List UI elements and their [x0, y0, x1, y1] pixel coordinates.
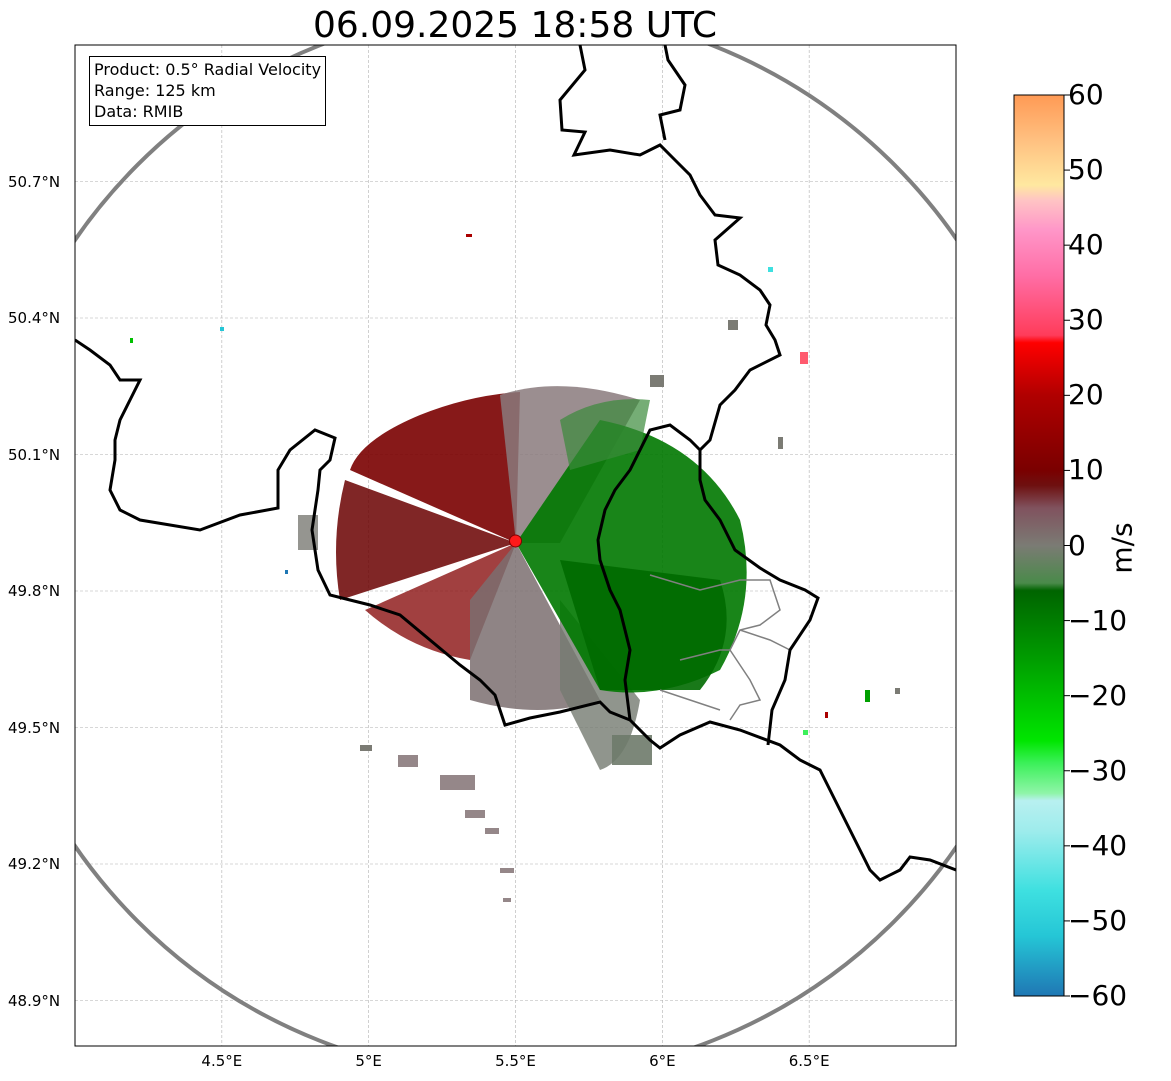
radar-echoes: [130, 234, 900, 902]
colorbar-unit-label: m/s: [1105, 522, 1139, 574]
lon-tick-label: 4.5°E: [201, 1052, 243, 1070]
colorbar-tick-label: −30: [1068, 753, 1128, 787]
colorbar-bar: [1013, 94, 1065, 997]
colorbar-tick-label: 50: [1068, 153, 1104, 187]
national-border-germany: [558, 45, 820, 746]
lat-tick-label: 49.8°N: [8, 582, 61, 600]
lat-tick-label: 50.7°N: [8, 172, 61, 191]
map-title: 06.09.2025 18:58 UTC: [312, 5, 718, 46]
map-frame: [74, 44, 957, 1047]
lat-tick-label: 50.4°N: [8, 309, 61, 327]
radar-site-marker: [509, 534, 522, 548]
echo-inbound-ne: [560, 399, 650, 470]
colorbar-tick-label: 10: [1068, 453, 1104, 487]
colorbar-tick-label: −10: [1068, 603, 1128, 637]
product-label: Product: 0.5° Radial Velocity: [94, 60, 322, 79]
national-border-belgium-luxembourg: [596, 423, 702, 721]
lon-tick-label: 6°E: [649, 1052, 676, 1070]
range-label: Range: 125 km: [94, 81, 216, 100]
lat-tick-label: 49.5°N: [8, 718, 61, 737]
colorbar: [1013, 94, 1070, 997]
lon-tick-label: 6.5°E: [788, 1052, 830, 1070]
echo-outbound-core: [350, 392, 520, 543]
colorbar-tick-marks: [1064, 94, 1070, 997]
data-source-label: Data: RMIB: [94, 102, 184, 121]
colorbar-tick-label: −20: [1068, 678, 1128, 712]
colorbar-tick-label: −50: [1068, 903, 1128, 937]
product-info-box: Product: 0.5° Radial Velocity Range: 125…: [89, 56, 327, 126]
colorbar-tick-label: 0: [1068, 528, 1086, 562]
colorbar-tick-label: 60: [1068, 78, 1104, 111]
lon-tick-label: 5.5°E: [495, 1052, 536, 1070]
lon-tick-label: 5°E: [355, 1052, 382, 1070]
lat-tick-label: 48.9°N: [8, 991, 61, 1010]
lat-tick-label: 49.2°N: [8, 855, 61, 873]
colorbar-tick-label: 40: [1068, 228, 1104, 262]
lat-tick-label: 50.1°N: [8, 445, 61, 464]
colorbar-tick-label: −40: [1068, 828, 1128, 862]
echo-inbound-east: [560, 560, 727, 690]
colorbar-tick-label: 20: [1068, 378, 1104, 412]
national-border-belgium-france: [75, 338, 956, 882]
colorbar-tick-label: −60: [1068, 979, 1128, 1012]
region-borders: [649, 574, 791, 721]
echo-outbound-west: [336, 480, 516, 600]
national-border-germany-north: [658, 45, 687, 141]
colorbar-tick-label: 30: [1068, 303, 1104, 337]
